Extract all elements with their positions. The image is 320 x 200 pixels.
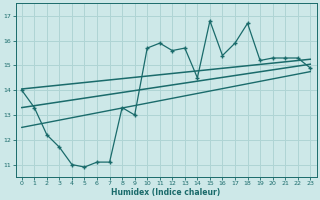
X-axis label: Humidex (Indice chaleur): Humidex (Indice chaleur) (111, 188, 221, 197)
